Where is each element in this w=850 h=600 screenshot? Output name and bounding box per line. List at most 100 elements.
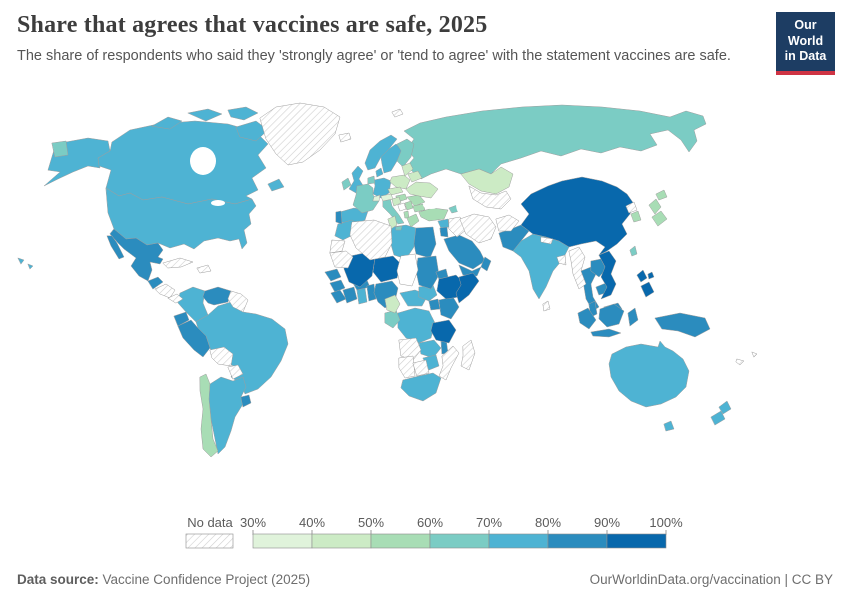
country-chile[interactable] xyxy=(199,373,219,458)
legend-bin-60-70[interactable] xyxy=(429,533,490,549)
legend-no-data-swatch[interactable] xyxy=(185,533,234,549)
country-chad[interactable] xyxy=(396,253,419,287)
country-mexico[interactable] xyxy=(106,228,164,282)
country-bangladesh[interactable] xyxy=(556,254,567,266)
country-botswana[interactable] xyxy=(412,359,430,377)
country-angola[interactable] xyxy=(398,337,422,361)
country-austria[interactable] xyxy=(380,193,394,202)
country-mauritania[interactable] xyxy=(329,250,354,269)
country-guatemala[interactable] xyxy=(147,276,164,290)
country-netherlands-belgium[interactable] xyxy=(367,175,376,185)
country-czechia-slovakia[interactable] xyxy=(387,186,404,196)
country-ireland[interactable] xyxy=(341,177,352,191)
country-sri-lanka[interactable] xyxy=(542,300,551,312)
country-philippines[interactable] xyxy=(636,269,655,298)
country-oman[interactable] xyxy=(480,256,492,272)
country-myanmar[interactable] xyxy=(568,246,587,290)
legend-bin-40-50[interactable] xyxy=(311,533,372,549)
country-romania[interactable] xyxy=(406,194,426,207)
country-canada-arctic-islands[interactable] xyxy=(151,106,285,192)
country-indonesia[interactable] xyxy=(577,303,639,338)
country-belarus[interactable] xyxy=(407,170,423,183)
country-madagascar[interactable] xyxy=(460,339,476,371)
country-new-zealand[interactable] xyxy=(710,400,732,426)
country-sudan[interactable] xyxy=(415,255,440,290)
country-baltics[interactable] xyxy=(401,162,414,177)
country-honduras-nicaragua[interactable] xyxy=(154,283,176,299)
country-svalbard[interactable] xyxy=(391,108,404,118)
legend-bin-90-100[interactable] xyxy=(606,533,667,549)
country-norway[interactable] xyxy=(364,134,398,171)
country-vietnam[interactable] xyxy=(598,250,617,300)
country-uruguay[interactable] xyxy=(240,394,252,408)
country-chukotka-wrap[interactable] xyxy=(51,140,69,158)
country-bolivia[interactable] xyxy=(209,346,234,367)
country-hawaii[interactable] xyxy=(17,257,34,270)
country-australia[interactable] xyxy=(608,340,690,432)
country-fiji-new-caledonia[interactable] xyxy=(735,351,758,366)
country-ecuador[interactable] xyxy=(173,311,190,327)
country-syria[interactable] xyxy=(437,218,450,229)
country-zambia[interactable] xyxy=(418,339,442,359)
country-serbia[interactable] xyxy=(404,200,414,211)
country-ghana[interactable] xyxy=(356,287,368,305)
country-senegal[interactable] xyxy=(324,268,342,282)
legend-bin-80-90[interactable] xyxy=(547,533,608,549)
country-guinea[interactable] xyxy=(329,279,346,293)
country-south-korea[interactable] xyxy=(630,210,642,223)
country-china[interactable] xyxy=(520,176,635,256)
country-costa-rica-panama[interactable] xyxy=(167,293,184,304)
country-finland[interactable] xyxy=(396,138,415,168)
country-switzerland[interactable] xyxy=(372,194,381,202)
country-somalia[interactable] xyxy=(455,272,480,304)
country-paraguay[interactable] xyxy=(227,364,244,380)
owid-logo[interactable]: Our World in Data xyxy=(776,12,835,75)
legend-bin-70-80[interactable] xyxy=(488,533,549,549)
country-dr-congo[interactable] xyxy=(397,307,436,344)
country-kazakhstan[interactable] xyxy=(460,166,514,195)
country-kenya[interactable] xyxy=(438,296,460,320)
country-iran[interactable] xyxy=(459,213,497,244)
country-italy[interactable] xyxy=(382,197,405,231)
country-yemen[interactable] xyxy=(458,264,482,277)
country-hispaniola[interactable] xyxy=(196,264,212,274)
country-guyanas[interactable] xyxy=(227,290,249,313)
legend-bin-50-60[interactable] xyxy=(370,533,431,549)
country-egypt[interactable] xyxy=(413,226,437,259)
country-russia[interactable] xyxy=(403,104,707,180)
country-greenland[interactable] xyxy=(259,102,341,166)
country-niger[interactable] xyxy=(372,255,402,283)
country-afghanistan[interactable] xyxy=(495,214,520,232)
country-france[interactable] xyxy=(352,183,380,214)
country-greece[interactable] xyxy=(406,213,420,228)
country-bulgaria[interactable] xyxy=(412,203,426,213)
country-nepal[interactable] xyxy=(540,236,554,245)
country-argentina[interactable] xyxy=(208,376,247,455)
country-algeria[interactable] xyxy=(349,219,393,261)
country-taiwan[interactable] xyxy=(629,245,638,257)
country-denmark[interactable] xyxy=(375,167,384,178)
country-croatia-slovenia[interactable] xyxy=(391,196,402,207)
country-jordan-israel[interactable] xyxy=(439,226,449,238)
country-peru[interactable] xyxy=(177,319,211,358)
country-japan[interactable] xyxy=(648,189,668,227)
country-papua-new-guinea[interactable] xyxy=(654,312,711,338)
country-uganda[interactable] xyxy=(428,298,441,311)
country-south-africa[interactable] xyxy=(400,372,442,402)
country-ukraine[interactable] xyxy=(405,181,439,199)
country-central-asia[interactable] xyxy=(468,185,512,210)
country-mozambique[interactable] xyxy=(438,345,460,381)
country-iceland[interactable] xyxy=(338,132,352,143)
country-ivory-coast[interactable] xyxy=(342,286,358,304)
country-togo-benin[interactable] xyxy=(366,283,377,302)
country-western-sahara[interactable] xyxy=(329,239,346,254)
country-cuba[interactable] xyxy=(162,257,194,269)
country-bosnia[interactable] xyxy=(397,202,407,212)
country-portugal[interactable] xyxy=(335,210,343,225)
country-namibia[interactable] xyxy=(398,355,416,379)
country-albania[interactable] xyxy=(403,210,410,219)
legend-bin-30-40[interactable] xyxy=(252,533,313,549)
country-tanzania[interactable] xyxy=(430,319,457,344)
country-venezuela[interactable] xyxy=(202,286,232,306)
country-north-korea[interactable] xyxy=(625,201,638,214)
